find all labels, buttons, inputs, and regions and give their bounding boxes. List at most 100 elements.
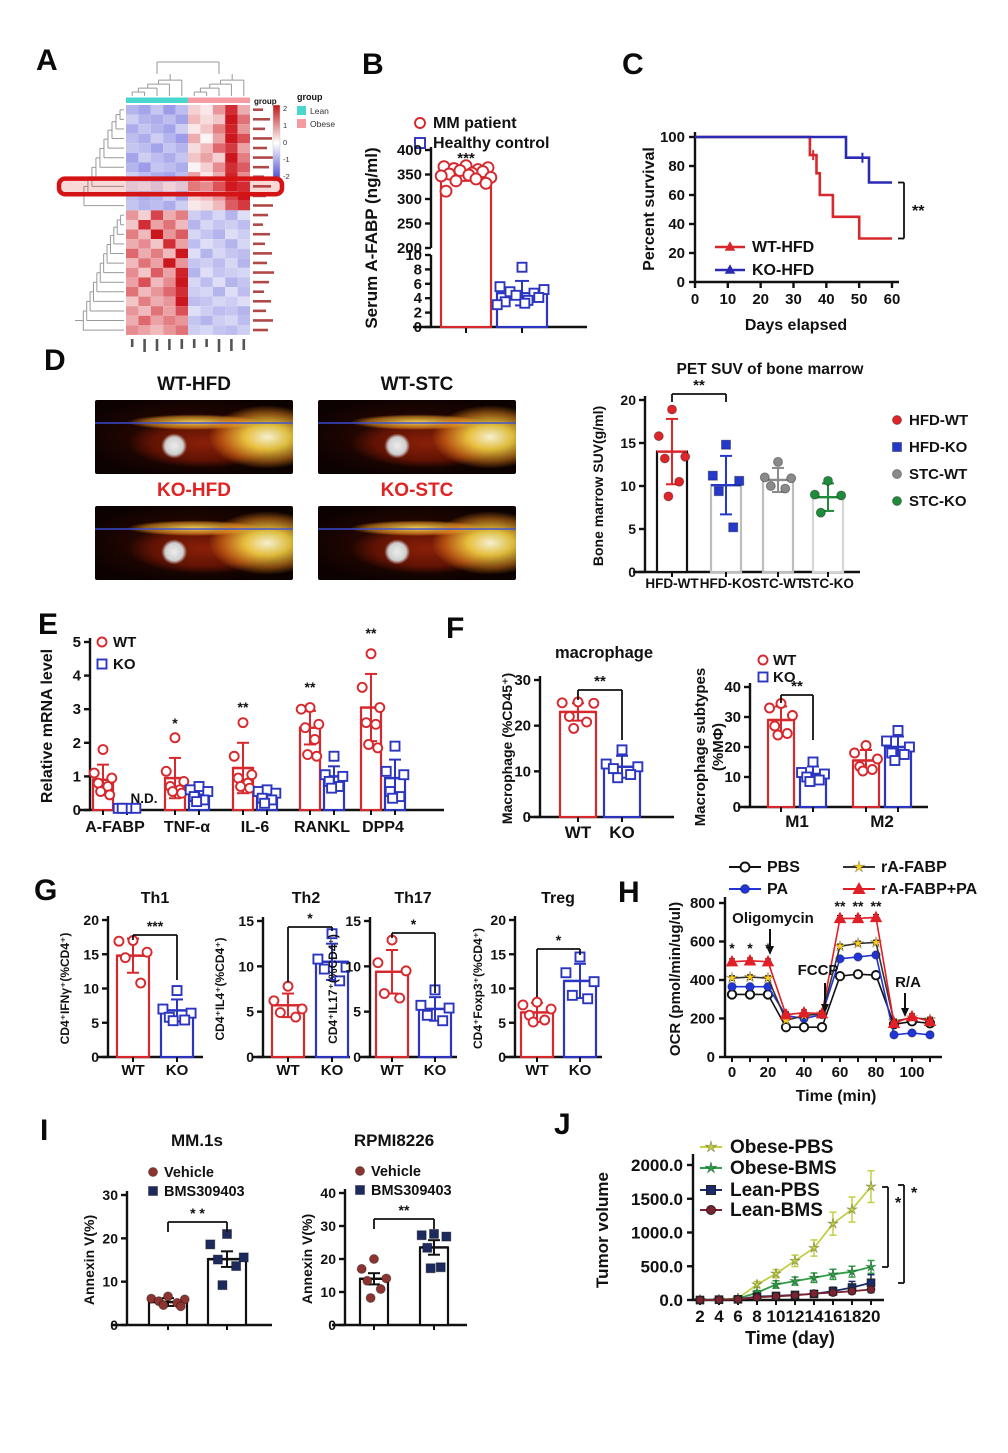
svg-text:2: 2	[73, 735, 81, 752]
svg-text:(%MΦ): (%MΦ)	[710, 723, 727, 771]
svg-text:10: 10	[83, 981, 99, 997]
panel-f-macrophage-chart: 0 10 20 30 WT KO macrophage Macrophage (%CD45⁺)…	[452, 612, 707, 857]
svg-text:0: 0	[523, 809, 531, 826]
svg-text:KO: KO	[113, 656, 136, 673]
svg-text:Time (day): Time (day)	[745, 1328, 835, 1348]
svg-text:20: 20	[620, 392, 636, 408]
svg-text:M2: M2	[870, 812, 894, 831]
svg-text:100: 100	[899, 1064, 924, 1081]
svg-text:*: *	[556, 932, 562, 948]
svg-text:20: 20	[514, 718, 531, 735]
J-svg: 0.0 500.0 1000.0 1500.0 2000.0 2 4 6 8 10 12 14 16 18…	[593, 1137, 918, 1348]
svg-text:15: 15	[83, 946, 99, 962]
svg-text:KO: KO	[321, 1062, 344, 1079]
svg-text:rA-FABP+PA: rA-FABP+PA	[881, 881, 978, 898]
svg-text:0: 0	[283, 138, 287, 147]
svg-text:16: 16	[824, 1307, 843, 1326]
pet-image-ko-stc	[318, 506, 516, 580]
svg-text:12: 12	[786, 1307, 805, 1326]
svg-text:5: 5	[353, 1004, 361, 1020]
svg-text:30: 30	[102, 1187, 118, 1203]
svg-text:0: 0	[691, 291, 699, 308]
svg-text:STC-KO: STC-KO	[909, 493, 967, 510]
svg-text:2000.0: 2000.0	[631, 1156, 683, 1175]
svg-text:WT-HFD: WT-HFD	[752, 239, 814, 256]
svg-text:60: 60	[832, 1064, 849, 1081]
svg-text:20: 20	[668, 245, 685, 262]
svg-text:KO: KO	[424, 1062, 447, 1079]
G4-svg: 0 5 10 15 20 WT KO Treg CD4⁺Foxp3⁺(%CD4⁺) *	[471, 890, 602, 1079]
svg-text:2: 2	[695, 1307, 704, 1326]
pet-label-wt-hfd: WT-HFD	[157, 374, 231, 395]
G1-svg: 0 5 10 15 20 WT KO Th1 CD4⁺IFNγ⁺(%CD4⁺) ***	[58, 890, 203, 1079]
svg-text:200: 200	[690, 1011, 715, 1028]
svg-text:5: 5	[498, 1015, 506, 1031]
svg-text:**: **	[305, 679, 316, 695]
svg-text:HFD-KO: HFD-KO	[700, 576, 753, 591]
panel-g-th2-chart: 0 5 10 15 WT KO Th2 CD4⁺IL4⁺(%CD4⁺) *	[210, 885, 352, 1090]
svg-text:0: 0	[677, 274, 685, 291]
panel-a-label: A	[36, 44, 58, 77]
svg-text:Oligomycin: Oligomycin	[732, 910, 814, 927]
svg-text:4: 4	[73, 668, 82, 685]
svg-text:15: 15	[345, 913, 361, 929]
svg-text:2: 2	[283, 104, 287, 113]
svg-text:Percent survival: Percent survival	[641, 147, 658, 271]
panel-a-heatmap: group 2 1 0 -1 -2 group Lean Obese	[35, 48, 365, 353]
G2-svg: 0 5 10 15 WT KO Th2 CD4⁺IL4⁺(%CD4⁺) *	[213, 890, 352, 1079]
svg-text:40: 40	[668, 216, 685, 233]
svg-text:R/A: R/A	[895, 974, 921, 991]
svg-text:**: **	[912, 203, 925, 220]
svg-text:HFD-WT: HFD-WT	[909, 412, 968, 429]
panel-g-treg-chart: 0 5 10 15 20 WT KO Treg CD4⁺Foxp3⁺(%CD4⁺) *	[470, 885, 615, 1090]
svg-text:WT: WT	[380, 1062, 403, 1079]
svg-text:15: 15	[238, 913, 254, 929]
svg-text:* *: * *	[190, 1205, 205, 1221]
svg-text:0: 0	[628, 564, 636, 580]
svg-text:30: 30	[320, 1218, 336, 1234]
svg-text:WT: WT	[773, 652, 796, 669]
panel-e-chart: 0 1 2 3 4 5 A-FABP TNF-α IL-6 RANKL DPP4 Relative m…	[32, 610, 462, 855]
svg-text:*: *	[895, 1195, 902, 1212]
svg-text:macrophage: macrophage	[555, 644, 653, 662]
svg-text:Days elapsed: Days elapsed	[745, 317, 847, 334]
svg-text:600: 600	[690, 934, 715, 951]
svg-text:BMS309403: BMS309403	[164, 1184, 245, 1200]
panel-g-th17-chart: 0 5 10 15 WT KO Th17 CD4⁺IL17⁺(%CD4⁺) *	[325, 885, 465, 1090]
svg-text:Th2: Th2	[292, 890, 321, 907]
svg-text:80: 80	[668, 158, 685, 175]
svg-text:50: 50	[851, 291, 868, 308]
panel-b-label: B	[362, 48, 384, 81]
svg-text:BMS309403: BMS309403	[371, 1183, 452, 1199]
svg-text:Lean-BMS: Lean-BMS	[730, 1200, 823, 1221]
svg-text:0: 0	[733, 799, 741, 816]
panel-e-label: E	[38, 608, 59, 641]
svg-text:OCR (pmol/min/ug/ul): OCR (pmol/min/ug/ul)	[667, 902, 684, 1056]
svg-text:2: 2	[414, 305, 422, 322]
svg-text:STC-WT: STC-WT	[909, 466, 967, 483]
svg-text:30: 30	[514, 672, 531, 689]
svg-text:250: 250	[397, 216, 422, 233]
svg-text:40: 40	[724, 679, 741, 696]
F2-svg: 0 10 20 30 40 M1 M2 Macrophage subtypes (%MΦ) WTK…	[692, 652, 928, 831]
svg-text:*: *	[765, 940, 771, 956]
svg-text:10: 10	[238, 958, 254, 974]
svg-text:10: 10	[490, 981, 506, 997]
svg-text:Macrophage (%CD45⁺): Macrophage (%CD45⁺)	[499, 673, 515, 824]
svg-text:KO-HFD: KO-HFD	[752, 262, 814, 279]
panel-b-chart: MM patient Healthy control *** 400 350 300 250…	[355, 55, 605, 345]
panel-h-ocr-chart: 0 200 400 600 800 0 20 40 60 80 100 Time (min) OCR (…	[608, 853, 1008, 1115]
svg-text:group: group	[297, 92, 323, 102]
svg-text:400: 400	[397, 142, 422, 159]
svg-text:300: 300	[397, 191, 422, 208]
svg-text:40: 40	[320, 1185, 336, 1201]
svg-text:Tumor volume: Tumor volume	[593, 1172, 612, 1288]
svg-text:WT: WT	[276, 1062, 299, 1079]
E-svg: 0 1 2 3 4 5 A-FABP TNF-α IL-6 RANKL DPP4 Relative m…	[39, 625, 444, 836]
I2-svg: 010203040RPMI8226Annexin V(%)VehicleBMS3…	[299, 1131, 467, 1333]
svg-text:PA: PA	[767, 881, 788, 898]
svg-text:10: 10	[102, 1274, 118, 1290]
svg-text:14: 14	[805, 1307, 824, 1326]
svg-text:200: 200	[397, 240, 422, 257]
panel-j-label: J	[554, 1108, 571, 1141]
